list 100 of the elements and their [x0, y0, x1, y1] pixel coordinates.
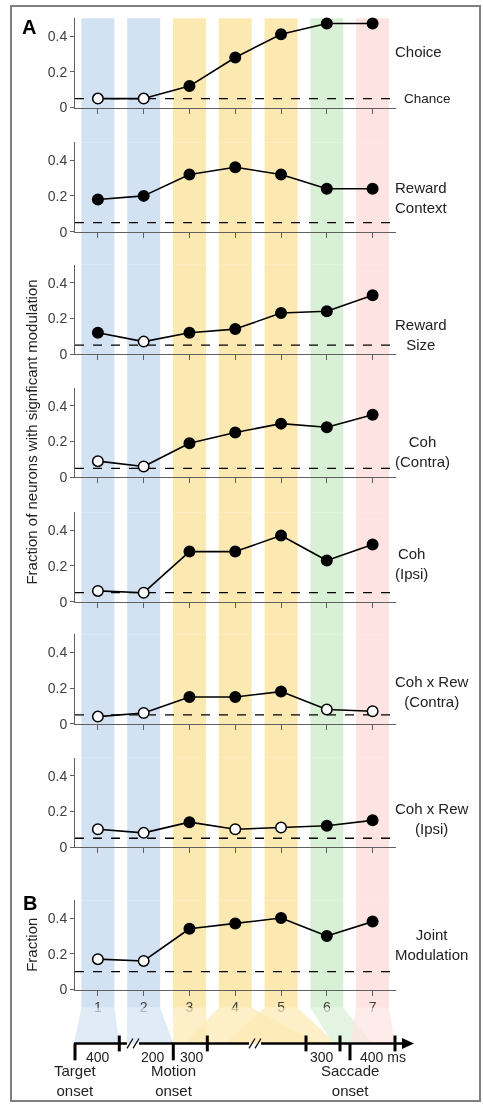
- point: [229, 426, 242, 439]
- point: [183, 690, 196, 703]
- point: [91, 823, 104, 836]
- point: [137, 460, 150, 473]
- point: [275, 912, 288, 925]
- y-tick-label: 0.4: [47, 522, 68, 539]
- point: [91, 455, 104, 468]
- point: [183, 922, 196, 935]
- text: 400 ms: [360, 1049, 406, 1065]
- y-tick-label: 0: [59, 715, 68, 732]
- point: [137, 335, 150, 348]
- y-axis-title: Fraction: [23, 917, 41, 972]
- point: [183, 80, 196, 93]
- text: Choice: [395, 43, 442, 60]
- y-tick-label: 0.2: [47, 63, 68, 80]
- y-tick-label: 0: [59, 469, 68, 486]
- y-tick-label: 0: [59, 839, 68, 856]
- point: [229, 690, 242, 703]
- point: [366, 408, 379, 421]
- point: [320, 182, 333, 195]
- point: [137, 189, 150, 202]
- point: [183, 168, 196, 181]
- x-tick-label: 1: [93, 999, 102, 1016]
- text: Joint Modulation: [395, 926, 469, 963]
- text: Reward Context: [395, 179, 448, 216]
- text: Coh (Ipsi): [395, 545, 429, 582]
- point: [137, 707, 150, 720]
- y-tick-label: 0.2: [47, 557, 68, 574]
- point: [91, 92, 104, 105]
- y-tick-label: 0.2: [47, 803, 68, 820]
- text: Target onset: [54, 1062, 97, 1099]
- y-tick-label: 0.2: [47, 679, 68, 696]
- y-tick-label: 0: [59, 593, 68, 610]
- point: [320, 421, 333, 434]
- point: [91, 584, 104, 597]
- y-axis-title: Fraction of neurons with signficant modulation: [23, 279, 41, 585]
- point: [137, 92, 150, 105]
- text: 200: [141, 1049, 165, 1065]
- text: Coh x Rew (Contra): [395, 673, 469, 710]
- point: [275, 529, 288, 542]
- point: [229, 51, 242, 64]
- x-tick-label: 3: [185, 999, 194, 1016]
- y-tick-label: 0.4: [47, 909, 68, 926]
- y-tick-label: 0.4: [47, 274, 68, 291]
- text: 300: [310, 1049, 334, 1065]
- point: [275, 821, 288, 834]
- point: [366, 915, 379, 928]
- x-tick-label: 6: [322, 999, 331, 1016]
- y-tick-label: 0: [59, 223, 68, 240]
- text: Motion onset: [151, 1062, 197, 1099]
- y-tick-label: 0.4: [47, 152, 68, 169]
- point: [183, 326, 196, 339]
- text: B: [23, 892, 38, 914]
- y-tick-label: 0: [59, 346, 68, 363]
- point: [366, 289, 379, 302]
- point: [137, 586, 150, 599]
- text: A: [22, 16, 37, 38]
- y-tick-label: 0.2: [47, 945, 68, 962]
- point: [366, 17, 379, 30]
- point: [229, 823, 242, 836]
- point: [91, 193, 104, 206]
- point: [366, 705, 379, 718]
- y-tick-label: 0: [59, 99, 68, 116]
- y-tick-label: 0.2: [47, 187, 68, 204]
- text: 300: [180, 1049, 204, 1065]
- point: [320, 703, 333, 716]
- point: [366, 538, 379, 551]
- text: 400: [86, 1049, 110, 1065]
- point: [229, 161, 242, 174]
- y-tick-label: 0: [59, 981, 68, 998]
- x-tick-label: 5: [277, 999, 286, 1016]
- text: Reward Size: [395, 316, 447, 353]
- point: [320, 929, 333, 942]
- point: [91, 326, 104, 339]
- point: [275, 168, 288, 181]
- point: [275, 28, 288, 41]
- x-tick-label: 4: [231, 999, 240, 1016]
- point: [366, 182, 379, 195]
- point: [320, 819, 333, 832]
- y-tick-label: 0.2: [47, 310, 68, 327]
- point: [366, 814, 379, 827]
- y-tick-label: 0.4: [47, 27, 68, 44]
- text: Saccade onset: [321, 1062, 380, 1099]
- point: [229, 545, 242, 558]
- text: Coh (Contra): [395, 433, 451, 470]
- ref-line-label: Chance: [404, 91, 451, 106]
- point: [320, 17, 333, 30]
- y-tick-label: 0.2: [47, 433, 68, 450]
- text: Coh x Rew (Ipsi): [395, 800, 469, 837]
- point: [229, 917, 242, 930]
- point: [183, 545, 196, 558]
- point: [320, 305, 333, 318]
- point: [137, 954, 150, 967]
- point: [275, 417, 288, 430]
- point: [137, 826, 150, 839]
- x-tick-label: 7: [368, 999, 377, 1016]
- point: [229, 323, 242, 336]
- point: [91, 710, 104, 723]
- y-tick-label: 0.4: [47, 767, 68, 784]
- point: [275, 685, 288, 698]
